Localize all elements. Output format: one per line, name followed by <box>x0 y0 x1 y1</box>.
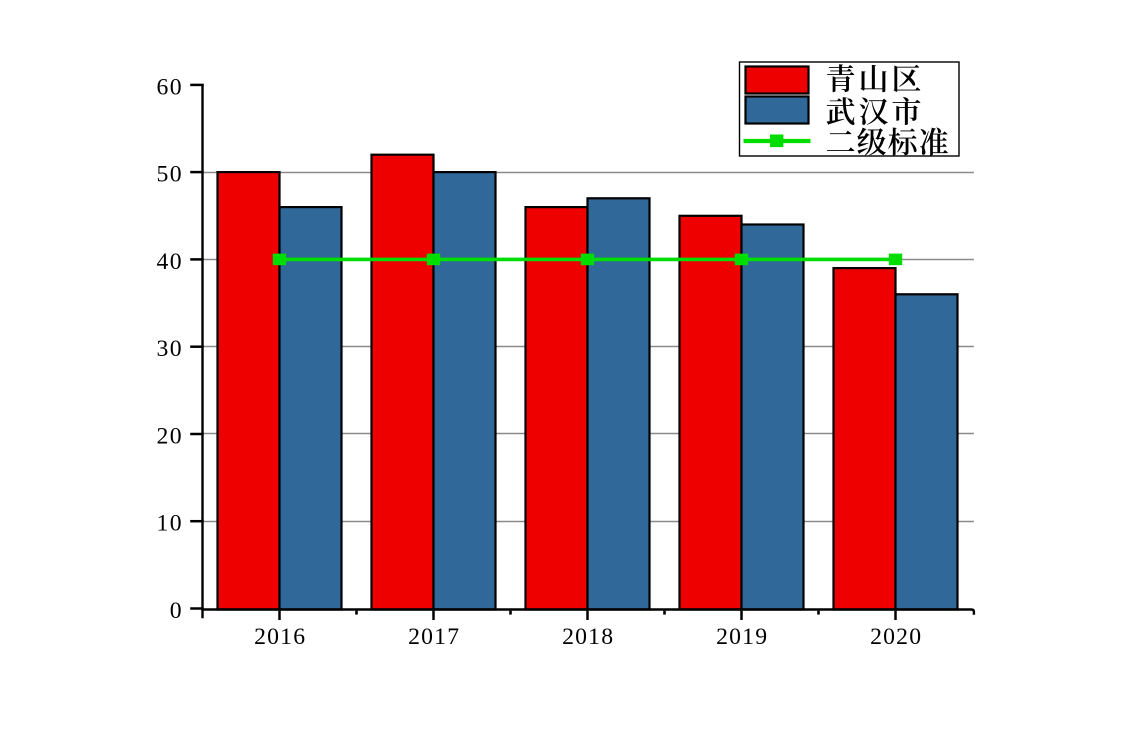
svg-text:2018: 2018 <box>562 624 614 650</box>
svg-text:60: 60 <box>157 74 184 100</box>
svg-text:2019: 2019 <box>716 624 768 650</box>
svg-text:50: 50 <box>157 162 184 188</box>
svg-text:2017: 2017 <box>408 624 460 650</box>
svg-text:10: 10 <box>157 511 184 537</box>
svg-text:2020: 2020 <box>870 624 922 650</box>
svg-text:40: 40 <box>157 249 184 275</box>
svg-text:2016: 2016 <box>254 624 306 650</box>
svg-text:0: 0 <box>170 598 183 624</box>
svg-text:30: 30 <box>157 336 184 362</box>
svg-text:20: 20 <box>157 424 184 450</box>
